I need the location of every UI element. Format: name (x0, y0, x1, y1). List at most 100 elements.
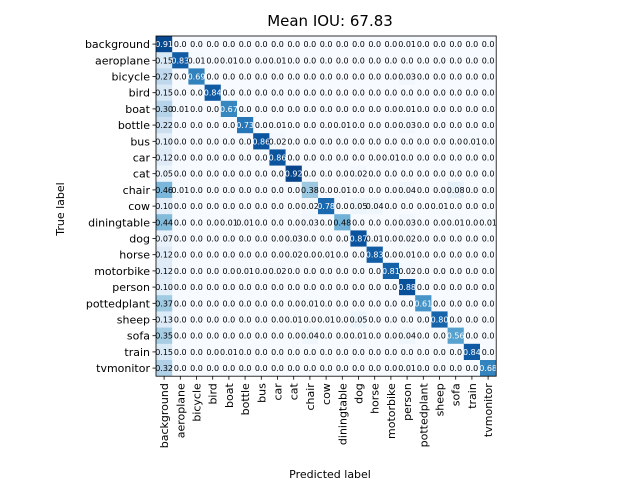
x-tick-label: boat (223, 383, 236, 408)
heatmap-cell (415, 117, 432, 134)
cell-value-label: 0.0 (174, 154, 187, 163)
heatmap-cell (301, 343, 319, 361)
heatmap-cell (156, 52, 173, 69)
heatmap-cell (172, 181, 189, 199)
heatmap-cell (188, 165, 205, 183)
cell-value-label: 0.0 (417, 348, 430, 357)
cell-value-label: 0.0 (174, 364, 187, 373)
heatmap-cell (188, 327, 205, 345)
heatmap-cell (285, 279, 303, 296)
heatmap-cell (220, 84, 238, 102)
cell-value-label: 0.0 (482, 202, 495, 211)
heatmap-cell (480, 327, 497, 345)
heatmap-cell (415, 327, 432, 345)
cell-value-label: 0.0 (190, 121, 203, 130)
cell-value-label: 0.05 (350, 202, 368, 211)
cell-value-labels: 0.91 0.0 0.0 0.0 0.0 0.0 0.0 0.0 0.0 0.0 0.0 0.0 0.0… (155, 40, 497, 373)
cell-value-label: 0.0 (449, 202, 462, 211)
heatmap-cell (415, 360, 432, 377)
cell-value-label: 0.86 (252, 137, 270, 146)
x-tick-label: aeroplane (174, 383, 187, 438)
heatmap-cell (463, 230, 481, 247)
heatmap-cell (172, 198, 189, 215)
cell-value-label: 0.0 (417, 89, 430, 98)
cell-value-label: 0.0 (368, 40, 381, 49)
heatmap-cell (334, 295, 351, 312)
heatmap-cell (204, 117, 222, 134)
cell-value-label: 0.0 (287, 186, 300, 195)
cell-value-label: 0.0 (482, 105, 495, 114)
heatmap-cell (269, 84, 286, 102)
heatmap-cell (415, 279, 432, 296)
heatmap-cell (447, 311, 465, 328)
heatmap-cell (382, 117, 400, 134)
cell-value-label: 0.0 (449, 267, 462, 276)
cell-value-label: 0.0 (449, 73, 462, 82)
cell-value-label: 0.0 (174, 235, 187, 244)
heatmap-cell (480, 52, 497, 69)
cell-value-label: 0.0 (206, 364, 219, 373)
cell-value-label: 0.86 (269, 154, 287, 163)
cell-value-label: 0.15 (155, 89, 173, 98)
cell-value-label: 0.0 (304, 40, 317, 49)
cell-value-label: 0.0 (206, 235, 219, 244)
heatmap-cell (366, 100, 384, 118)
cell-value-label: 0.0 (239, 73, 252, 82)
heatmap-cell (431, 360, 448, 377)
cell-value-label: 0.01 (398, 364, 416, 373)
cell-value-label: 0.0 (433, 137, 446, 146)
cell-value-label: 0.37 (155, 299, 173, 308)
cell-value-label: 0.78 (317, 202, 335, 211)
y-tick-label: dog (129, 233, 150, 246)
heatmap-cell (172, 52, 189, 69)
heatmap-cell (285, 214, 303, 231)
cell-value-label: 0.0 (320, 364, 333, 373)
cell-value-label: 0.0 (255, 73, 268, 82)
heatmap-cell (463, 84, 481, 102)
y-tick-label: horse (119, 249, 150, 262)
cell-value-label: 0.0 (482, 154, 495, 163)
heatmap-cell (204, 133, 222, 150)
y-tick-label: cow (128, 200, 150, 213)
heatmap-cell (188, 360, 205, 377)
heatmap-cell (269, 117, 286, 134)
heatmap-cell (350, 84, 367, 102)
heatmap-cell (156, 149, 173, 166)
cell-value-label: 0.03 (285, 235, 303, 244)
heatmap-cell (447, 68, 465, 85)
heatmap-cell (253, 262, 270, 280)
cell-value-label: 0.0 (385, 364, 398, 373)
heatmap-cell (399, 198, 416, 215)
cell-value-label: 0.0 (190, 364, 203, 373)
heatmap-cell (318, 165, 335, 183)
heatmap-cell (431, 214, 448, 231)
heatmap-cell (220, 165, 238, 183)
cell-value-label: 0.0 (190, 218, 203, 227)
cell-value-label: 0.0 (271, 218, 284, 227)
heatmap-cell (204, 343, 222, 361)
heatmap-cell (188, 311, 205, 328)
cell-value-label: 0.0 (433, 299, 446, 308)
cell-value-label: 0.0 (466, 251, 479, 260)
cell-value-label: 0.0 (223, 267, 236, 276)
cell-value-label: 0.0 (352, 121, 365, 130)
heatmap-cell (399, 311, 416, 328)
cell-value-label: 0.0 (174, 283, 187, 292)
x-tick-label: bird (207, 383, 220, 404)
heatmap-cell (334, 262, 351, 280)
heatmap-cell (366, 343, 384, 361)
heatmap-cell (188, 133, 205, 150)
heatmap-cell (188, 343, 205, 361)
heatmap-cell (285, 68, 303, 85)
cell-value-label: 0.0 (287, 299, 300, 308)
heatmap-cell (301, 117, 319, 134)
cell-value-label: 0.0 (239, 299, 252, 308)
cell-value-label: 0.0 (320, 89, 333, 98)
cell-value-label: 0.0 (174, 121, 187, 130)
heatmap-cell (399, 246, 416, 264)
cell-value-label: 0.0 (368, 332, 381, 341)
cell-value-label: 0.0 (401, 137, 414, 146)
cell-value-label: 0.0 (255, 186, 268, 195)
cell-value-label: 0.0 (255, 121, 268, 130)
heatmap-cell (204, 246, 222, 264)
